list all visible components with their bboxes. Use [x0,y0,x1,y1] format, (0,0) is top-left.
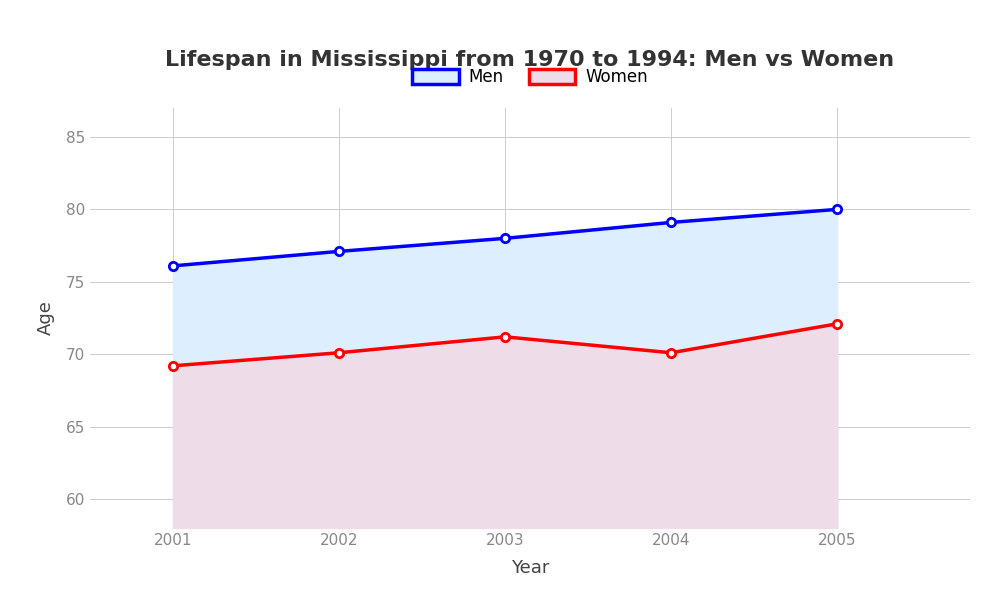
X-axis label: Year: Year [511,559,549,577]
Y-axis label: Age: Age [37,301,55,335]
Title: Lifespan in Mississippi from 1970 to 1994: Men vs Women: Lifespan in Mississippi from 1970 to 199… [165,50,895,70]
Legend: Men, Women: Men, Women [405,62,655,93]
